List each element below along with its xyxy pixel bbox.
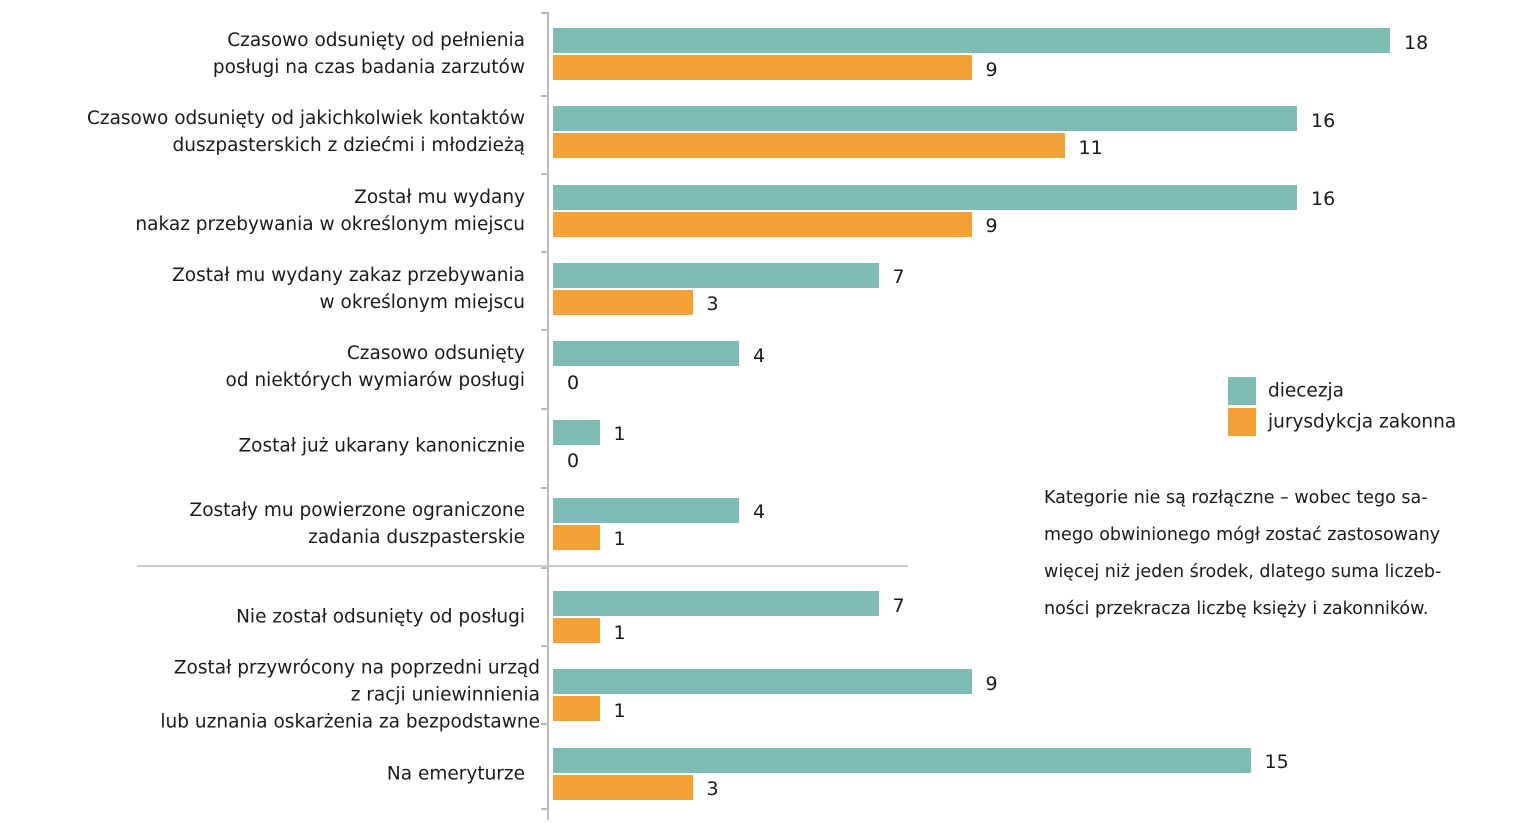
bar xyxy=(553,28,1390,53)
axis-tick xyxy=(541,808,548,810)
bar xyxy=(553,618,600,644)
value-label: 9 xyxy=(985,215,998,238)
axis-tick xyxy=(541,487,548,489)
category-label: Został mu wydany zakaz przebywania w okr… xyxy=(172,264,525,313)
annotation: Kategorie nie są rozłączne – wobec tego … xyxy=(1044,488,1442,619)
axis-tick xyxy=(541,173,548,175)
bar xyxy=(553,211,972,237)
axis-tick xyxy=(541,408,548,410)
bar xyxy=(553,747,1251,773)
value-label: 4 xyxy=(753,501,766,524)
bar xyxy=(553,774,693,800)
axis-tick xyxy=(541,95,548,97)
category-label: Czasowo odsunięty od niektórych wymiarów… xyxy=(225,343,525,392)
value-label: 16 xyxy=(1311,188,1336,211)
value-label: 0 xyxy=(567,450,580,472)
bar xyxy=(553,341,739,367)
bar xyxy=(553,133,1065,159)
value-label: 9 xyxy=(985,672,998,695)
bar xyxy=(553,591,879,617)
legend-swatch xyxy=(1228,408,1256,436)
category-label: Został przywrócony na poprzedni urząd z … xyxy=(160,657,540,733)
axis-tick xyxy=(541,567,548,569)
bar xyxy=(553,289,693,315)
category-label: Na emeryturze xyxy=(386,763,525,785)
category-label: Został już ukarany kanonicznie xyxy=(238,435,525,456)
value-label: 3 xyxy=(706,778,719,801)
value-label: 1 xyxy=(613,423,626,445)
value-label: 7 xyxy=(892,266,905,289)
axis-tick xyxy=(541,329,548,331)
axis-tick xyxy=(541,12,548,14)
bar xyxy=(553,184,1297,210)
bar xyxy=(553,262,879,288)
value-label: 1 xyxy=(613,621,626,644)
bar xyxy=(553,669,972,695)
category-label: Zostały mu powierzone ograniczone zadani… xyxy=(189,499,525,548)
value-label: 15 xyxy=(1264,751,1289,774)
category-label: Nie został odsunięty od posługi xyxy=(236,606,525,628)
value-label: 18 xyxy=(1404,31,1429,54)
value-label: 3 xyxy=(706,293,719,316)
axis-tick xyxy=(541,645,548,647)
bar xyxy=(553,524,600,550)
value-label: 4 xyxy=(753,344,766,367)
category-label: Czasowo odsunięty od jakichkolwiek konta… xyxy=(86,108,525,157)
category-label: Został mu wydany nakaz przebywania w okr… xyxy=(135,186,525,235)
bar xyxy=(553,497,739,523)
bar xyxy=(553,419,600,445)
category-label: Czasowo odsunięty od pełnienia posługi n… xyxy=(212,30,525,78)
axis-line xyxy=(547,12,549,820)
bar xyxy=(553,55,972,80)
value-label: 1 xyxy=(613,699,626,722)
bar xyxy=(553,106,1297,132)
bar xyxy=(553,696,600,722)
legend-swatch xyxy=(1228,377,1256,405)
value-label: 16 xyxy=(1311,109,1336,132)
value-label: 11 xyxy=(1078,136,1103,159)
legend-label: jurysdykcja zakonna xyxy=(1268,411,1457,433)
value-label: 0 xyxy=(567,371,580,394)
value-label: 7 xyxy=(892,594,905,617)
axis-tick xyxy=(541,251,548,253)
legend-label: diecezja xyxy=(1268,380,1345,402)
value-label: 9 xyxy=(985,58,998,81)
axis-tick xyxy=(541,723,548,725)
separator xyxy=(137,565,908,567)
value-label: 1 xyxy=(613,528,626,551)
